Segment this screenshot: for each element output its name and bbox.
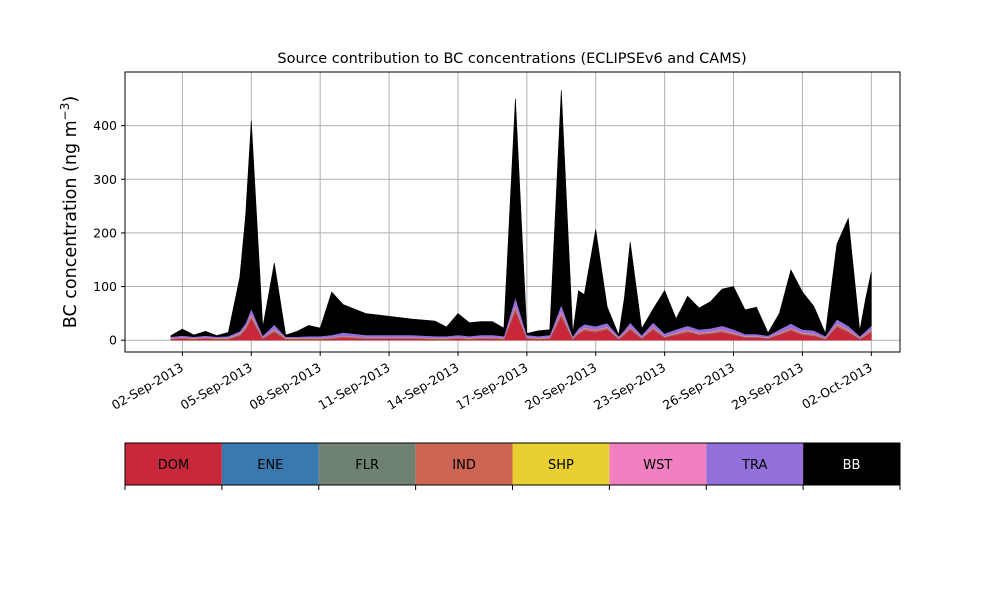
legend-swatch [318,443,416,485]
x-tick-label: 08-Sep-2013 [247,360,324,413]
legend-item-shp: SHP [512,443,610,485]
legend-item-dom: DOM [125,443,222,485]
legend-label: DOM [158,458,189,473]
legend-item-ene: ENE [221,443,319,485]
legend-swatch [512,443,610,485]
legend-label: BB [843,458,861,473]
legend-swatch [415,443,513,485]
legend-swatch [706,443,804,485]
y-tick-label: 0 [109,333,117,348]
legend-item-tra: TRA [706,443,804,485]
legend-swatch [609,443,707,485]
x-tick-label: 05-Sep-2013 [178,360,255,413]
legend-item-flr: FLR [318,443,416,485]
y-tick-label: 100 [93,279,117,294]
y-axis-label-sup: −3 [58,103,72,121]
legend-swatch [221,443,319,485]
x-tick-label: 29-Sep-2013 [729,360,806,413]
x-tick-label: 20-Sep-2013 [522,360,599,413]
legend-label: ENE [257,458,283,473]
legend: DOM ENE FLR IND SHP WST TRA BB [124,442,901,490]
x-tick-label: 11-Sep-2013 [316,360,393,413]
x-axis: 02-Sep-201305-Sep-201308-Sep-201311-Sep-… [109,352,875,413]
legend-swatch [125,443,222,485]
chart-title: Source contribution to BC concentrations… [277,51,746,67]
y-axis-label-main: BC concentration (ng m [61,120,81,328]
x-tick-label: 23-Sep-2013 [591,360,668,413]
x-tick-label: 02-Sep-2013 [109,360,186,413]
legend-item-ind: IND [415,443,513,485]
legend-swatch [803,443,900,485]
area-series-bb [170,90,872,338]
y-axis-label: BC concentration (ng m−3) [58,96,81,328]
y-tick-label: 200 [93,225,117,240]
legend-item-wst: WST [609,443,707,485]
legend-label: IND [452,458,476,473]
legend-item-bb: BB [803,443,900,485]
legend-label: WST [643,458,672,473]
plot-frame [124,71,901,353]
x-tick-label: 14-Sep-2013 [384,360,461,413]
stacked-areas [170,90,872,341]
legend-label: FLR [355,458,379,473]
x-tick-label: 17-Sep-2013 [453,360,530,413]
x-tick-label: 26-Sep-2013 [660,360,737,413]
legend-label: TRA [741,458,767,473]
y-tick-label: 400 [93,118,117,133]
x-tick-label: 02-Oct-2013 [799,360,875,412]
y-tick-label: 300 [93,172,117,187]
legend-label: SHP [548,458,574,473]
y-axis-label-end: ) [61,96,81,103]
y-axis: 0 100 200 300 400 [93,118,125,348]
